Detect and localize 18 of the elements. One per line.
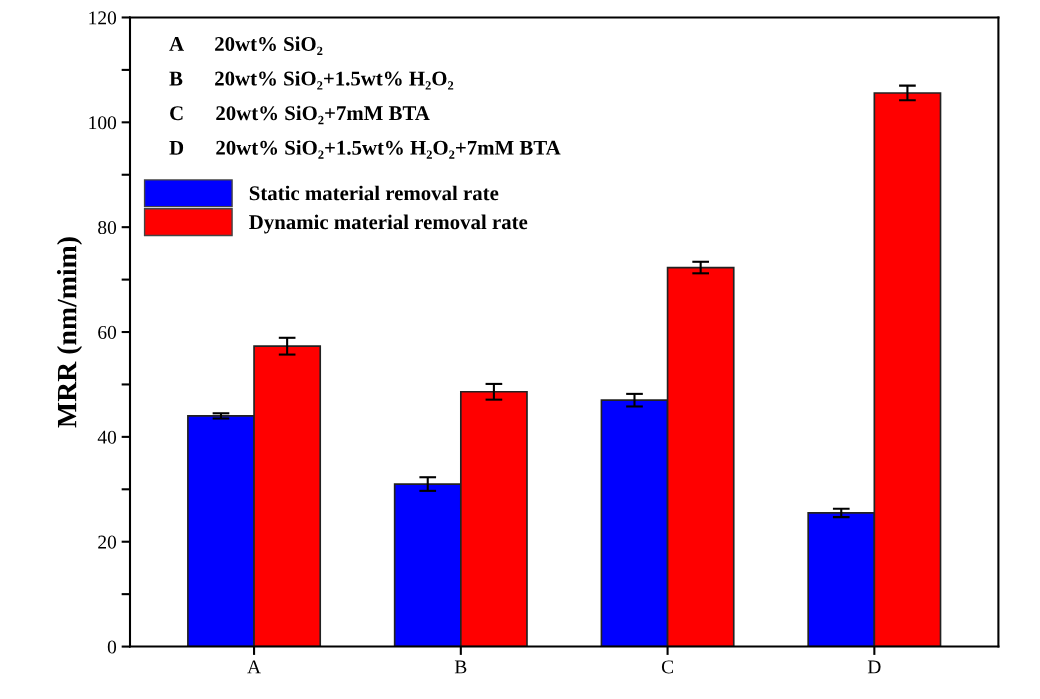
- annotation: C 20wt% SiO₂+7mM BTA: [170, 105, 430, 125]
- annotation: B 20wt% SiO₂+1.5wt% H₂O₂: [169, 70, 454, 90]
- y-tick-label: 40: [97, 430, 117, 444]
- x-tick-label: A: [247, 660, 261, 674]
- y-tick-label: 20: [98, 535, 117, 549]
- y-axis-title: MRR (nm/mim): [56, 237, 83, 428]
- y-tick-label: 0: [107, 640, 117, 654]
- y-tick-label: 80: [98, 220, 117, 235]
- legend-label: Static material removal rate: [249, 185, 499, 201]
- x-tick-label: B: [454, 660, 467, 674]
- y-tick-label: 60: [98, 325, 117, 339]
- annotation: D 20wt% SiO₂+1.5wt% H₂O₂+7mM BTA: [169, 140, 561, 159]
- annotation: A 20wt% SiO₂: [169, 36, 323, 55]
- x-tick-label: C: [661, 660, 673, 674]
- x-tick-label: D: [867, 660, 881, 674]
- legend-label: Dynamic material removal rate: [249, 214, 528, 234]
- y-tick-label: 100: [89, 116, 117, 130]
- y-tick-label: 120: [89, 11, 117, 25]
